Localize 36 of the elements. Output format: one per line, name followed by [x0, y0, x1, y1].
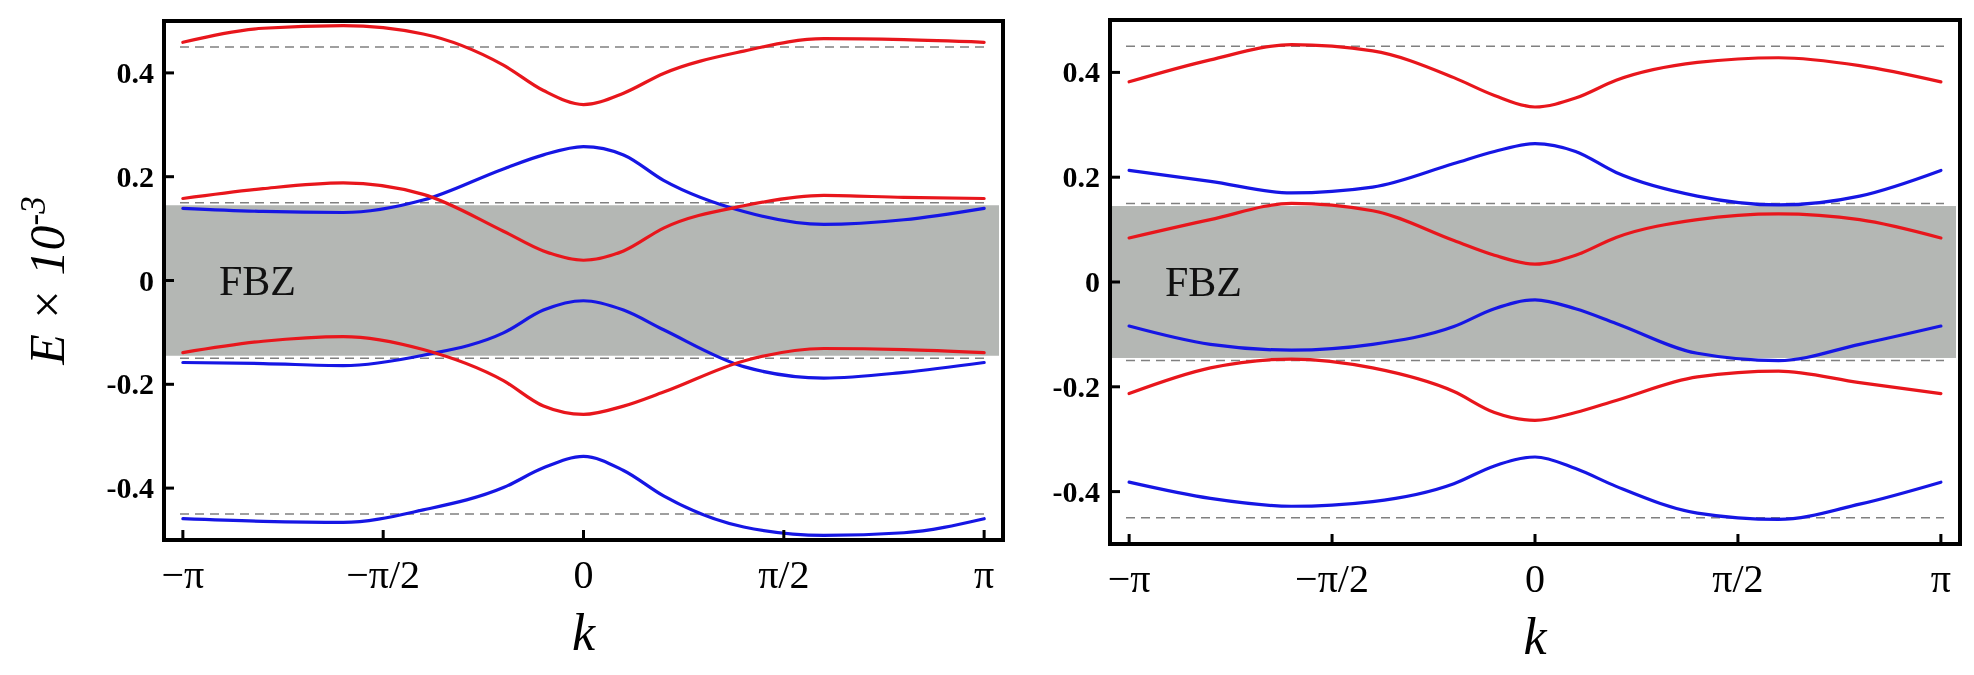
line-series	[1127, 357, 1943, 422]
y-tick-label: 0	[1085, 265, 1100, 298]
x-tick-label: −π	[1107, 556, 1151, 601]
band-label: FBZ	[1165, 259, 1243, 305]
y-tick-label: 0.2	[1062, 160, 1100, 194]
x-axis-title: k	[571, 604, 596, 661]
line-series	[181, 24, 986, 107]
y-tick-label: 0	[139, 263, 154, 297]
line-series	[181, 145, 986, 227]
x-tick-label: π	[974, 552, 995, 597]
y-tick-label: -0.2	[1052, 369, 1100, 403]
x-tick-label: π	[1930, 556, 1951, 601]
y-tick-label: 0.4	[1062, 55, 1100, 89]
line-series	[1127, 201, 1943, 266]
band-label: FBZ	[219, 257, 297, 304]
line-series	[1127, 455, 1943, 521]
y-tick-label: 0.4	[116, 55, 154, 89]
line-series	[181, 299, 986, 380]
line-series	[181, 454, 986, 537]
line-series	[1127, 298, 1943, 363]
y-tick-label: -0.4	[106, 471, 154, 505]
y-tick-label: 0.2	[116, 159, 154, 193]
line-series	[181, 181, 986, 262]
x-tick-label: π/2	[758, 552, 810, 597]
y-tick-label: -0.4	[1052, 474, 1100, 508]
x-tick-label: −π	[161, 552, 205, 597]
x-tick-label: −π/2	[346, 552, 421, 597]
y-tick-label: -0.2	[106, 367, 154, 401]
x-tick-label: 0	[573, 552, 594, 597]
line-series	[1127, 142, 1943, 207]
line-series	[181, 334, 986, 416]
x-tick-label: −π/2	[1295, 556, 1369, 601]
x-axis-title: k	[1523, 608, 1548, 665]
x-tick-label: π/2	[1712, 556, 1764, 601]
x-tick-label: 0	[1525, 556, 1545, 601]
line-series	[1127, 43, 1943, 109]
